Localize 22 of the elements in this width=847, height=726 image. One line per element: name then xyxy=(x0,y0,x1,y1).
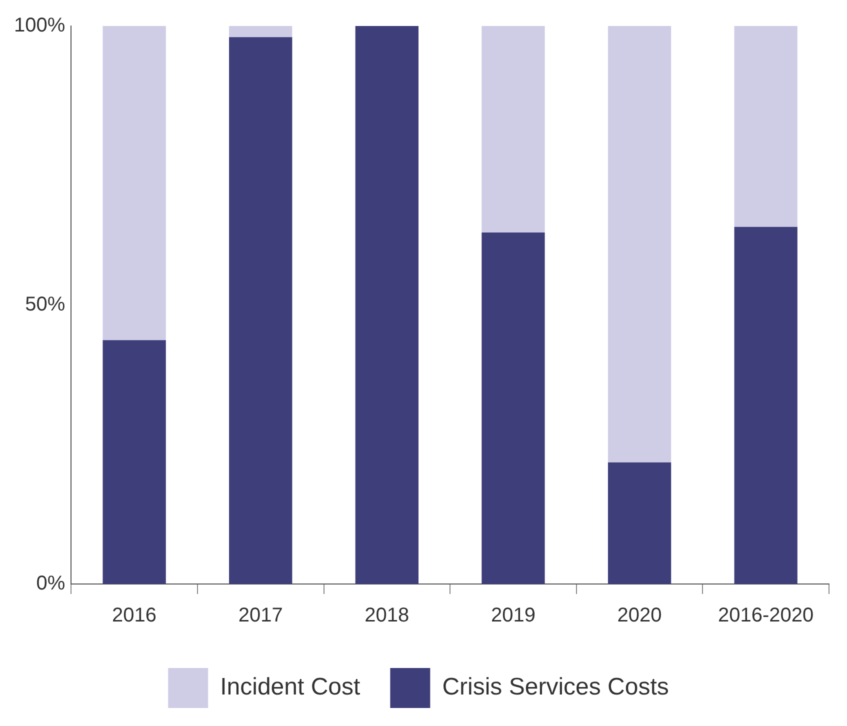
x-tick-label: 2016-2020 xyxy=(718,604,814,627)
legend-label: Crisis Services Costs xyxy=(442,674,669,701)
x-tick-label: 2019 xyxy=(490,604,536,627)
bar xyxy=(608,462,672,584)
y-tick-label: 50% xyxy=(25,294,66,316)
x-tick-label: 2018 xyxy=(364,604,410,627)
bar xyxy=(608,26,672,462)
bar xyxy=(355,26,418,584)
x-tick-label: 2020 xyxy=(617,604,662,627)
bar xyxy=(734,26,798,227)
bar xyxy=(102,340,166,584)
x-tick-label: 2017 xyxy=(238,604,283,627)
bar xyxy=(229,26,292,38)
bar xyxy=(102,26,166,340)
y-tick-label: 0% xyxy=(36,572,66,595)
bar xyxy=(734,226,798,584)
y-tick-label: 100% xyxy=(14,14,66,37)
legend-label: Incident Cost xyxy=(220,674,361,701)
x-tick-label: 2016 xyxy=(112,604,157,627)
bar xyxy=(482,232,545,584)
bar xyxy=(229,37,292,584)
bar xyxy=(482,26,545,232)
